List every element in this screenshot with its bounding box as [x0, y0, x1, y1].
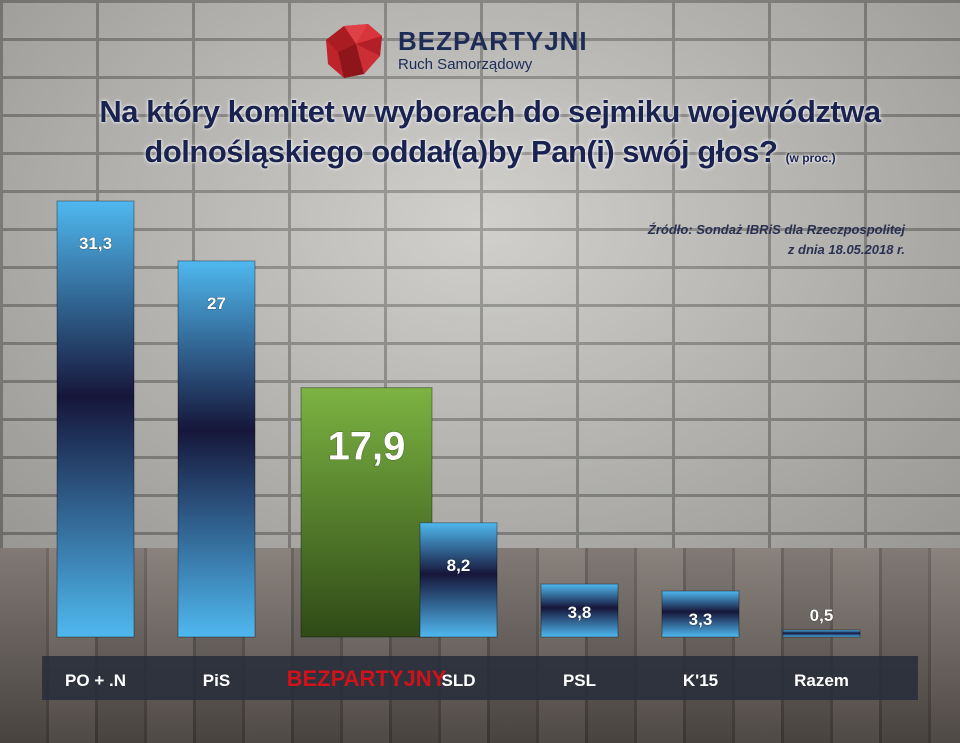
value-label-po-n: 31,3: [79, 234, 112, 253]
brand-logo: BEZPARTYJNI Ruch Samorządowy: [320, 22, 610, 82]
category-label-psl: PSL: [563, 671, 596, 690]
bar-k-15: [661, 590, 740, 638]
category-label-sld: SLD: [442, 671, 476, 690]
category-label-bezpartyjny: BEZPARTYJNY: [287, 666, 447, 691]
value-label-k-15: 3,3: [689, 610, 713, 629]
unit-note: (w proc.): [785, 151, 836, 165]
title-line-2-text: dolnośląskiego oddał(a)by Pan(i) swój gł…: [144, 134, 778, 169]
bar-bezpartyjny: [300, 387, 433, 638]
category-label-razem: Razem: [794, 671, 849, 690]
source-line-1: Źródło: Sondaż IBRiS dla Rzeczpospolitej: [647, 222, 905, 237]
chart-title: Na który komitet w wyborach do sejmiku w…: [60, 92, 920, 178]
source-line-2: z dnia 18.05.2018 r.: [787, 242, 905, 257]
brick-wall-background: [0, 0, 960, 560]
bar-sld: [419, 522, 498, 638]
source-note: Źródło: Sondaż IBRiS dla Rzeczpospolitej…: [560, 220, 905, 260]
brand-subtitle: Ruch Samorządowy: [398, 56, 533, 73]
brand-name: BEZPARTYJNI: [398, 26, 588, 56]
category-label-strip: [42, 656, 918, 700]
bar-pis: [177, 260, 256, 638]
title-line-2: dolnośląskiego oddał(a)by Pan(i) swój gł…: [60, 132, 920, 178]
category-label-po-n: PO + .N: [65, 671, 126, 690]
value-label-razem: 0,5: [810, 606, 834, 625]
value-label-psl: 3,8: [568, 603, 592, 622]
value-label-sld: 8,2: [447, 556, 471, 575]
bars-group: [56, 200, 861, 638]
bar-psl: [540, 583, 619, 638]
bar-razem: [782, 629, 861, 638]
bar-po-n: [56, 200, 135, 638]
category-label-pis: PiS: [203, 671, 230, 690]
value-labels-group: 31,3 27 17,9 8,2 3,8 3,3 0,5: [78, 234, 834, 630]
value-label-bezpartyjny: 17,9: [328, 425, 406, 469]
title-line-1: Na który komitet w wyborach do sejmiku w…: [99, 94, 881, 129]
category-label-k-15: K'15: [683, 671, 718, 690]
value-label-pis: 27: [207, 294, 226, 313]
brand-logo-icon: [326, 24, 382, 78]
